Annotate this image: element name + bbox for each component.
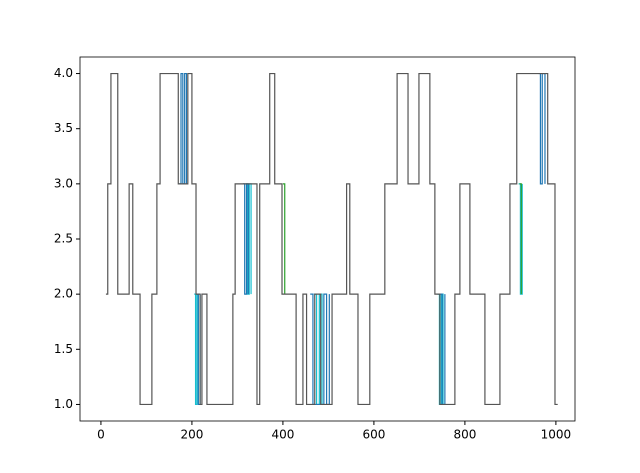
series-line [179, 72, 546, 406]
y-tick-label: 2.5 [54, 232, 73, 246]
y-tick-label: 2.0 [54, 287, 73, 301]
series-line [105, 72, 558, 406]
x-tick-label: 0 [97, 428, 105, 442]
series-line [282, 183, 522, 295]
x-tick-label: 800 [453, 428, 476, 442]
y-tick-label: 3.5 [54, 121, 73, 135]
x-tick-label: 600 [362, 428, 385, 442]
x-tick-label: 200 [180, 428, 203, 442]
y-tick-label: 1.5 [54, 342, 73, 356]
y-tick-label: 1.0 [54, 397, 73, 411]
y-tick-label: 4.0 [54, 66, 73, 80]
y-tick-label: 3.0 [54, 176, 73, 190]
x-tick-label: 400 [271, 428, 294, 442]
plot-frame [79, 56, 576, 422]
x-tick-label: 1000 [541, 428, 572, 442]
